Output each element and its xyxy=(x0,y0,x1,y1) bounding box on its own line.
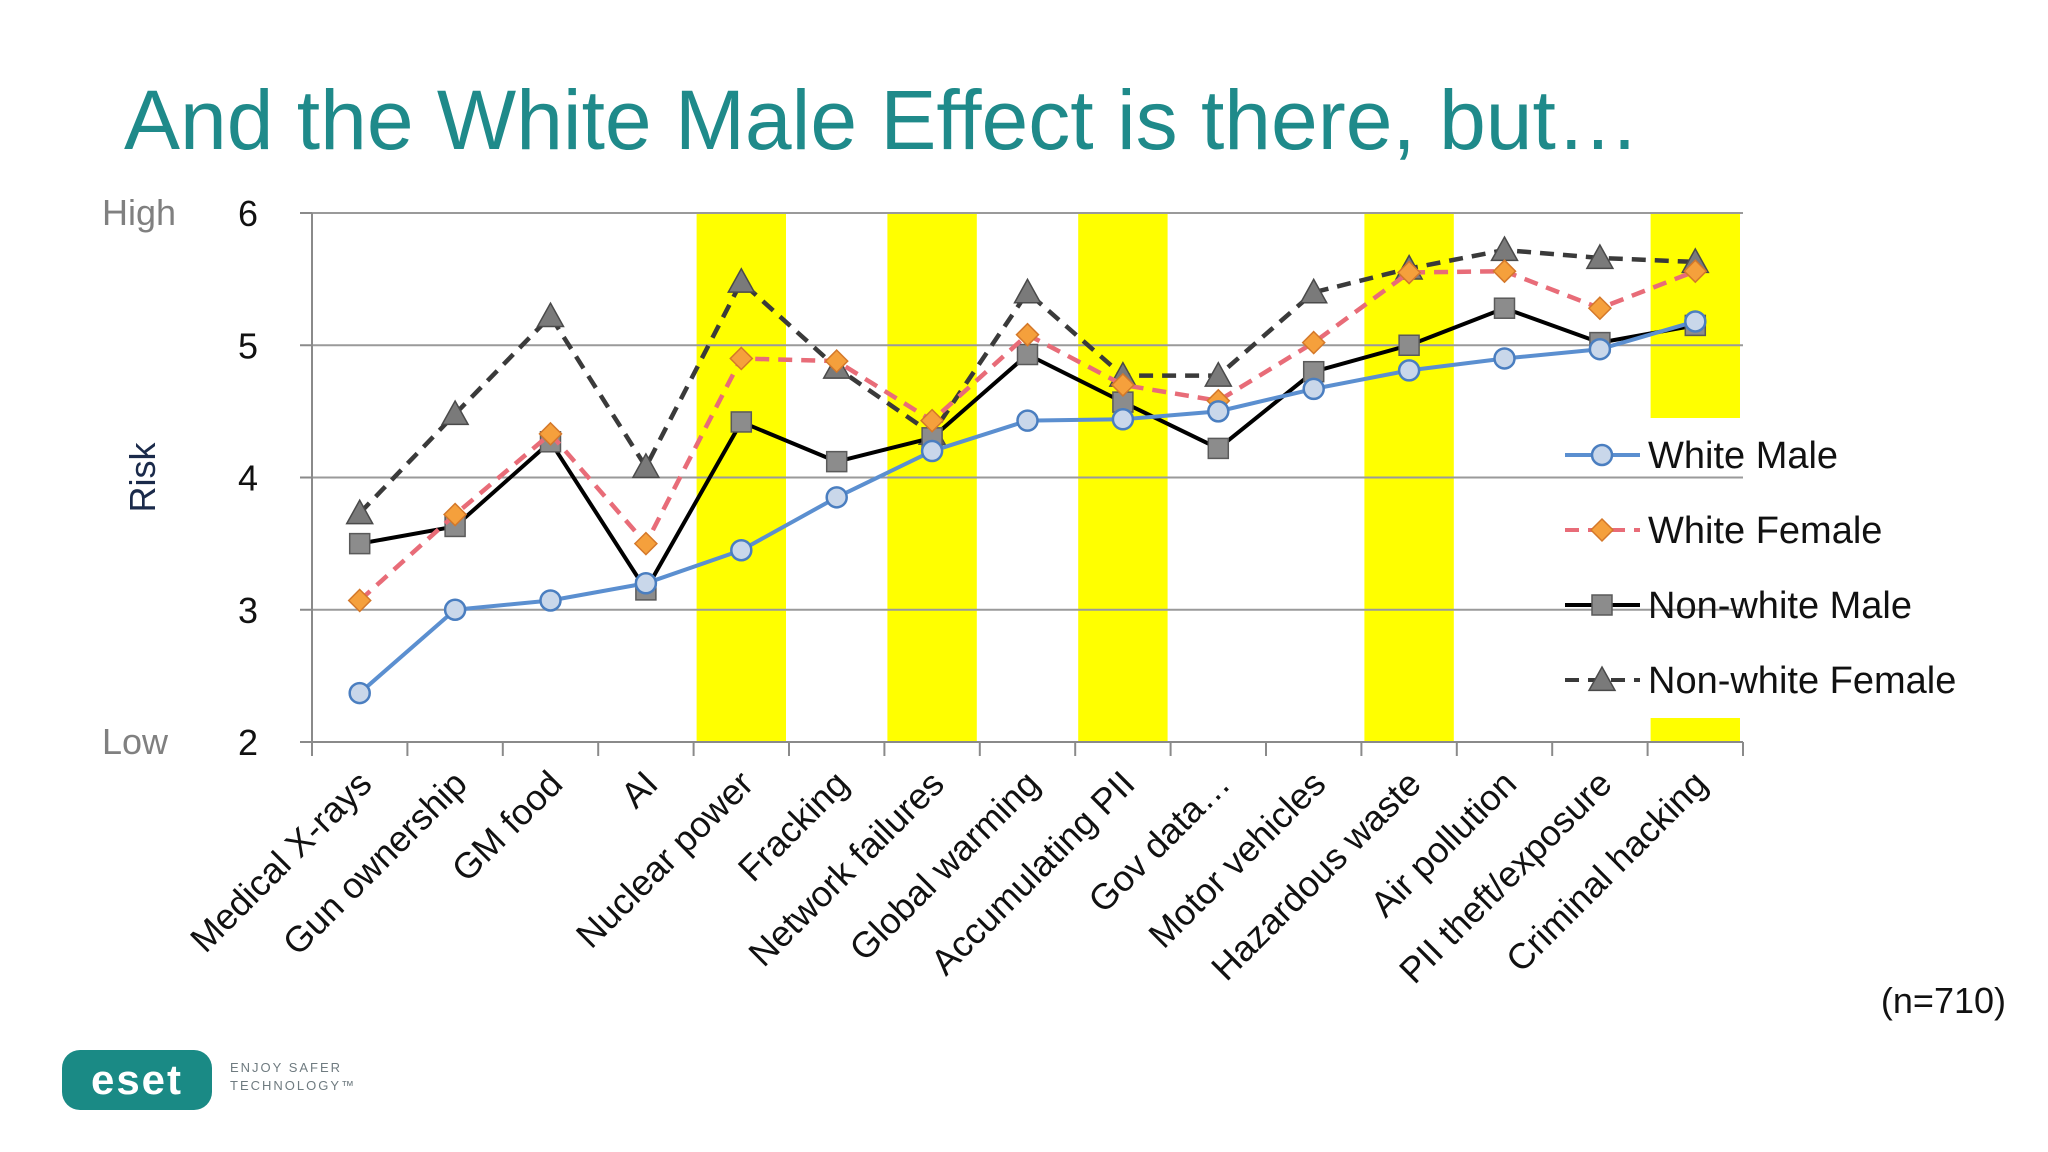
eset-logo: eset ENJOY SAFER TECHNOLOGY™ xyxy=(62,1050,356,1110)
highlight-band xyxy=(1650,718,1740,742)
data-point-non-white-female xyxy=(1299,277,1328,304)
eset-logo-badge xyxy=(62,1050,212,1110)
eset-tagline-2: TECHNOLOGY™ xyxy=(230,1078,356,1093)
data-point-non-white-male xyxy=(730,411,753,433)
eset-logo-text: eset xyxy=(91,1056,183,1103)
data-point-non-white-female xyxy=(1490,235,1519,262)
data-point-white-male xyxy=(1397,359,1421,382)
y-tick-label: 5 xyxy=(238,325,258,366)
data-point-non-white-male xyxy=(348,532,371,555)
legend-item-white-female: White Female xyxy=(1565,510,1882,552)
series-line-white-male xyxy=(358,319,1696,695)
legend-label: Non-white Female xyxy=(1648,660,1956,702)
series-white-male xyxy=(348,310,1707,705)
data-point-white-male xyxy=(348,681,371,705)
y-tick-label: 2 xyxy=(238,722,258,763)
data-point-white-female xyxy=(538,421,563,446)
series-group xyxy=(345,235,1710,705)
axes xyxy=(300,212,1744,756)
data-point-white-female xyxy=(1587,296,1612,321)
legend-item-non-white-male: Non-white Male xyxy=(1565,585,1912,627)
y-tick-label: 4 xyxy=(238,458,258,499)
y-extra-label-high: High xyxy=(102,192,176,233)
data-point-white-female xyxy=(1397,260,1422,285)
data-point-white-female xyxy=(1015,322,1040,347)
data-point-white-male xyxy=(1493,347,1516,370)
eset-tagline-1: ENJOY SAFER xyxy=(230,1060,342,1075)
data-point-white-male xyxy=(730,538,753,562)
legend-label: White Female xyxy=(1648,510,1882,552)
data-point-white-female xyxy=(347,588,372,613)
slide-title: And the White Male Effect is there, but… xyxy=(124,73,1640,167)
data-point-white-female xyxy=(824,349,849,374)
data-point-white-female xyxy=(1110,372,1135,397)
data-point-non-white-female xyxy=(1585,243,1615,270)
data-point-white-male xyxy=(1302,377,1325,401)
data-point-white-female xyxy=(729,346,754,371)
legend: White Male White Female Non-white Male Non-… xyxy=(1565,435,1956,702)
data-point-non-white-female xyxy=(1013,277,1042,304)
data-point-white-female xyxy=(1683,259,1708,284)
data-point-white-male xyxy=(1588,337,1612,361)
x-tick-label: AI xyxy=(613,763,666,816)
y-tick-label: 6 xyxy=(238,193,258,234)
data-point-white-female xyxy=(920,408,945,433)
data-point-white-male xyxy=(539,589,562,612)
legend-swatch-marker xyxy=(1590,443,1614,467)
data-point-non-white-female xyxy=(1204,361,1233,387)
data-point-white-male xyxy=(1016,409,1039,432)
legend-swatch-marker xyxy=(1591,594,1613,616)
data-point-white-male xyxy=(1207,400,1230,423)
data-point-non-white-male xyxy=(1398,334,1420,356)
data-point-white-male xyxy=(1684,310,1707,333)
legend-label: Non-white Male xyxy=(1648,585,1912,627)
data-point-non-white-female xyxy=(631,452,661,479)
data-point-non-white-male xyxy=(1016,343,1039,366)
y-tick-label: 3 xyxy=(238,590,258,631)
data-point-non-white-male xyxy=(825,450,848,473)
data-point-white-male xyxy=(920,439,944,463)
data-point-white-female xyxy=(443,502,468,527)
data-point-white-male xyxy=(443,598,467,621)
data-point-white-male xyxy=(825,486,848,509)
data-point-white-female xyxy=(1301,330,1326,355)
data-point-white-female xyxy=(633,531,658,556)
legend-item-white-male: White Male xyxy=(1565,435,1838,477)
data-point-white-male xyxy=(634,572,658,595)
data-point-white-male xyxy=(1111,408,1135,431)
sample-size-note: (n=710) xyxy=(1880,980,2006,1021)
legend-label: White Male xyxy=(1648,435,1838,477)
y-axis-title: Risk xyxy=(122,442,163,513)
data-point-non-white-female xyxy=(345,498,374,525)
data-point-non-white-female xyxy=(440,399,470,426)
data-point-non-white-female xyxy=(536,301,565,328)
y-tick-labels: 2 3 4 5 6 High Low Risk xyxy=(102,192,258,763)
legend-item-non-white-female: Non-white Female xyxy=(1565,660,1956,702)
data-point-non-white-male xyxy=(1493,297,1516,319)
data-point-non-white-male xyxy=(1207,437,1230,460)
series-white-female xyxy=(347,259,1708,613)
data-point-white-female xyxy=(1492,259,1517,284)
legend-swatch-marker xyxy=(1589,517,1615,543)
series-line-non-white-female xyxy=(358,247,1696,515)
legend-swatch-marker xyxy=(1587,665,1617,692)
y-extra-label-low: Low xyxy=(102,721,169,762)
data-point-non-white-female xyxy=(727,267,756,293)
